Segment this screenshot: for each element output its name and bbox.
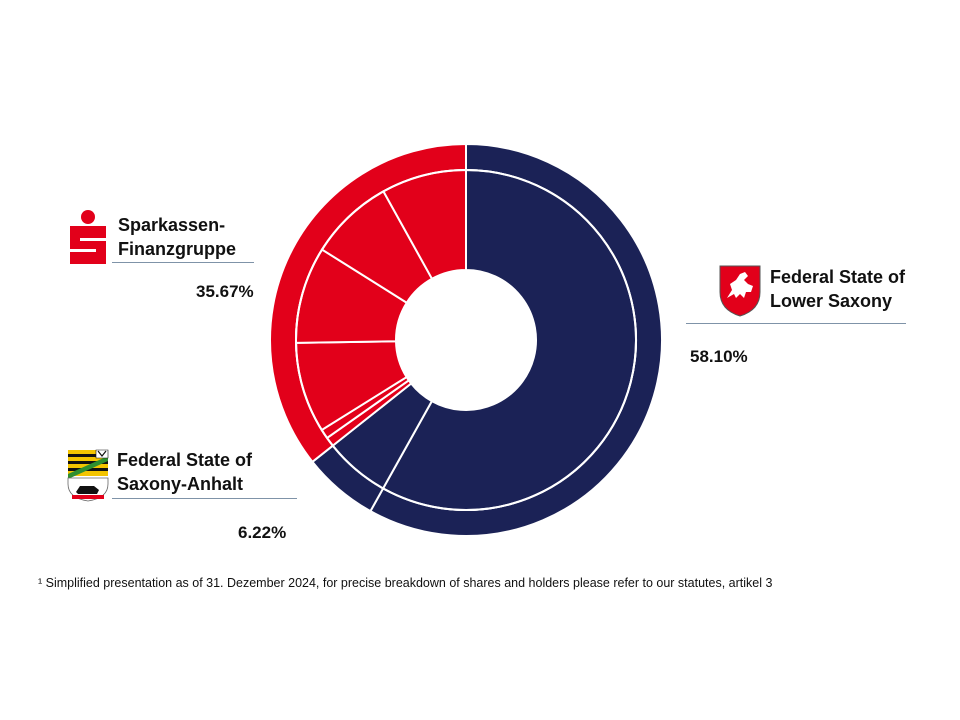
saxony-anhalt-label-line-2: Saxony-Anhalt <box>117 474 244 494</box>
lower-saxony-label: Federal State of Lower Saxony <box>770 265 905 313</box>
lower-saxony-value: 58.10% <box>690 347 748 366</box>
lower-saxony-coat-of-arms-icon <box>718 264 762 323</box>
sparkassen-rule <box>112 262 254 263</box>
sparkassen-value: 35.67% <box>196 282 254 301</box>
lower-saxony-label-line-1: Federal State of <box>770 267 906 287</box>
saxony-anhalt-label: Federal State of Saxony-Anhalt <box>117 448 252 496</box>
ring-separator <box>295 169 637 511</box>
saxony-anhalt-label-line-1: Federal State of <box>117 450 253 470</box>
saxony-anhalt-rule <box>112 498 297 499</box>
sparkassen-label-line-1: Sparkassen- <box>118 215 226 235</box>
sparkasse-logo-icon <box>66 208 110 273</box>
lower-saxony-rule <box>686 323 906 324</box>
saxony-anhalt-coat-of-arms-icon <box>66 448 110 507</box>
sparkassen-label-line-2: Finanzgruppe <box>118 239 236 259</box>
donut-slices <box>269 142 663 537</box>
footnote: ¹ Simplified presentation as of 31. Deze… <box>38 576 773 590</box>
lower-saxony-label-line-2: Lower Saxony <box>770 291 893 311</box>
saxony-anhalt-value: 6.22% <box>238 523 287 542</box>
sparkassen-label: Sparkassen- Finanzgruppe <box>118 213 236 261</box>
